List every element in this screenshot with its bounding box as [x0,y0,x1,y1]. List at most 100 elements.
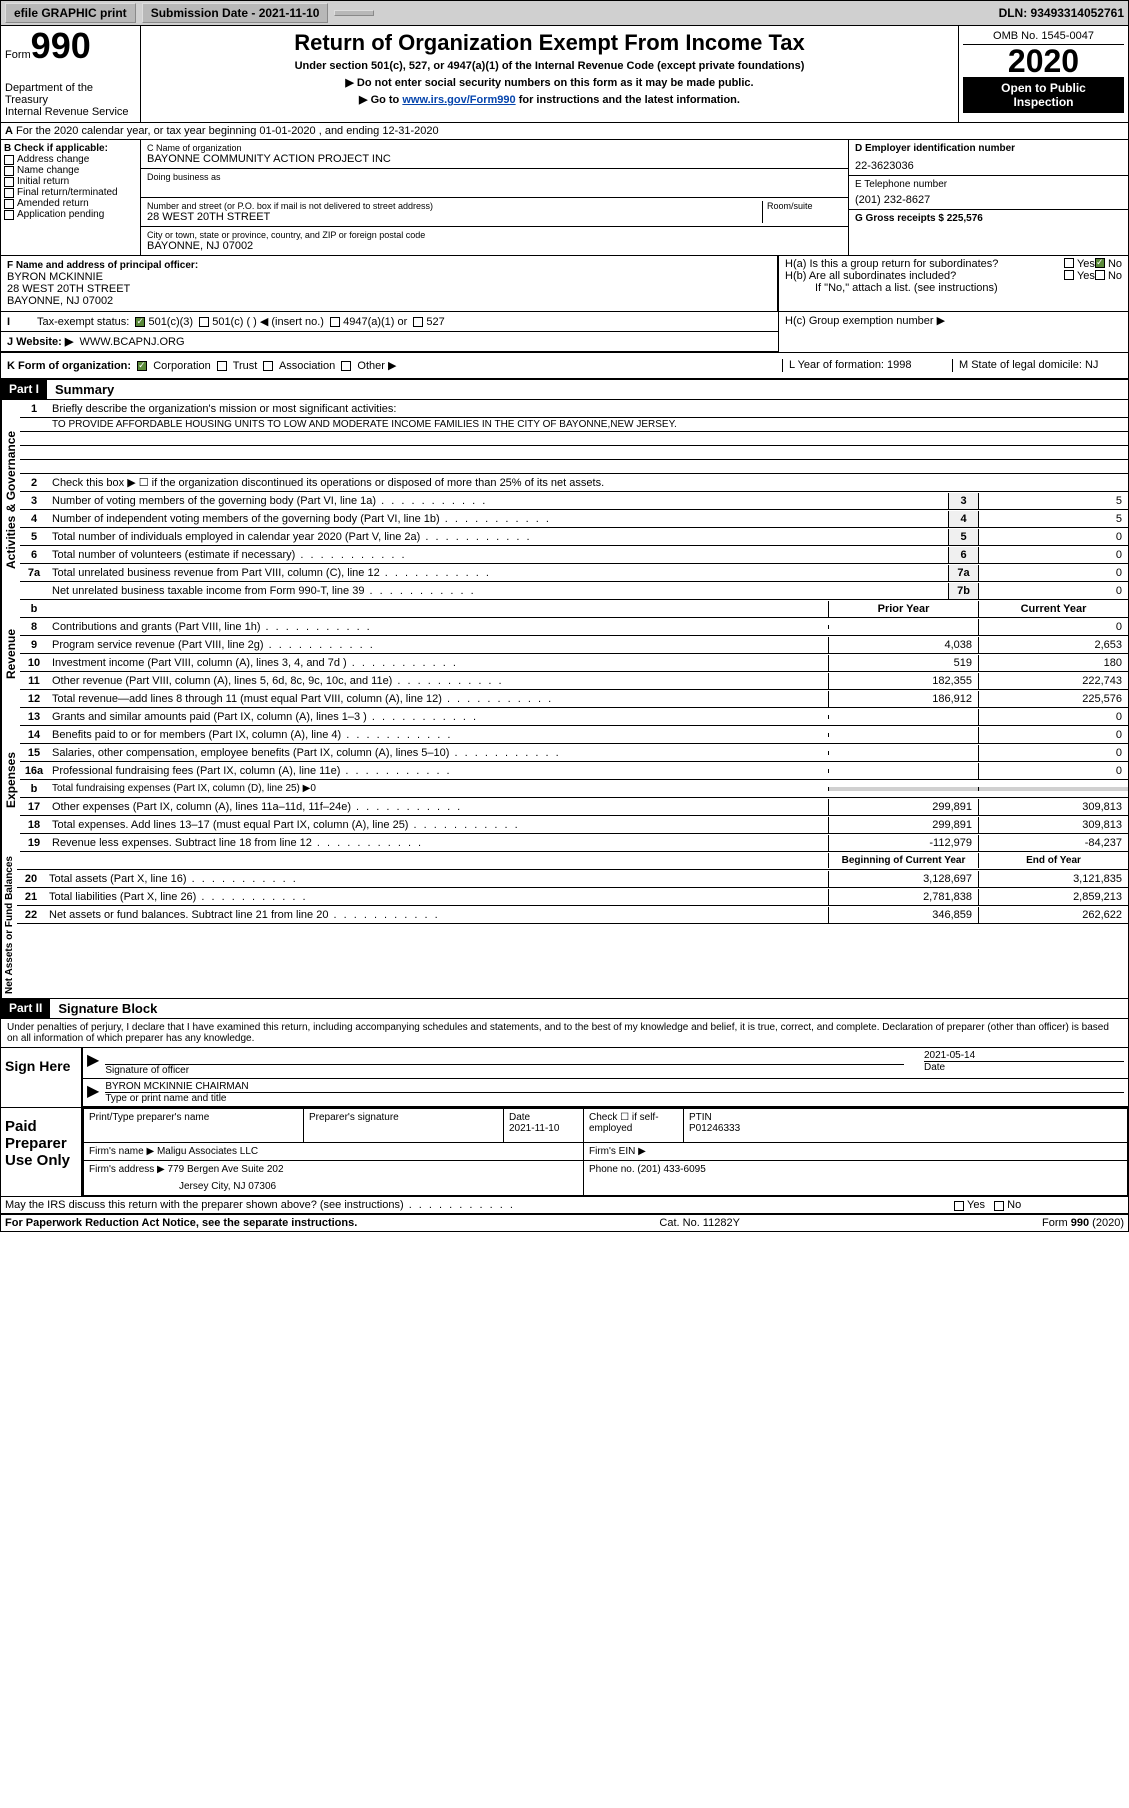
table-row: Net unrelated business taxable income fr… [20,582,1128,600]
table-row: 6Total number of volunteers (estimate if… [20,546,1128,564]
chk-amended[interactable] [4,199,14,209]
hb-note: If "No," attach a list. (see instruction… [785,282,1122,294]
opt-527: 527 [426,316,444,328]
public-inspection: Open to Public Inspection [963,77,1124,113]
table-row: 11Other revenue (Part VIII, column (A), … [20,672,1128,690]
table-row: 12Total revenue—add lines 8 through 11 (… [20,690,1128,708]
blank-button[interactable] [334,10,374,16]
dept-label: Department of the Treasury [5,82,136,106]
table-row: 4Number of independent voting members of… [20,510,1128,528]
opt-501c: 501(c) ( ) ◀ (insert no.) [212,315,324,328]
org-name-label: C Name of organization [147,143,842,153]
sig-date: 2021-05-14 [924,1050,1124,1061]
chk-hb-yes[interactable] [1064,270,1074,280]
revenue-section: Revenue b Prior Year Current Year 8Contr… [1,600,1128,708]
header-right: OMB No. 1545-0047 2020 Open to Public In… [958,26,1128,122]
table-row: 16aProfessional fundraising fees (Part I… [20,762,1128,780]
form-word: Form [5,49,31,61]
officer-city: BAYONNE, NJ 07002 [7,295,771,307]
opt-amended: Amended return [17,198,89,209]
form-subtitle: Under section 501(c), 527, or 4947(a)(1)… [149,60,950,72]
prep-date-cell: Date2021-11-10 [504,1109,584,1143]
chk-other[interactable] [341,361,351,371]
paid-preparer-section: Paid Preparer Use Only Print/Type prepar… [1,1107,1128,1196]
form-header: Form990 Department of the Treasury Inter… [1,26,1128,123]
chk-final[interactable] [4,188,14,198]
h-section: H(a) Is this a group return for subordin… [778,256,1128,311]
opt-assoc: Association [279,360,335,372]
chk-corp[interactable] [137,361,147,371]
paid-preparer-label: Paid Preparer Use Only [1,1108,81,1196]
col-current: Current Year [978,601,1128,617]
ha-label: H(a) Is this a group return for subordin… [785,258,1064,270]
firm-name: Maligu Associates LLC [157,1146,258,1157]
part1-header-row: Part I Summary [1,380,1128,400]
discuss-row: May the IRS discuss this return with the… [1,1196,1128,1214]
form-container: efile GRAPHIC print Submission Date - 20… [0,0,1129,1232]
tax-status-row: I Tax-exempt status: 501(c)(3) 501(c) ( … [1,312,778,332]
line-k: K Form of organization: Corporation Trus… [1,353,1128,380]
penalty-text: Under penalties of perjury, I declare th… [1,1019,1128,1048]
chk-4947[interactable] [330,317,340,327]
table-row: 3Number of voting members of the governi… [20,492,1128,510]
tax-year: 2020 [963,45,1124,77]
chk-ha-yes[interactable] [1064,258,1074,268]
box-de: D Employer identification number 22-3623… [848,140,1128,255]
efile-print-button[interactable]: efile GRAPHIC print [5,3,136,23]
opt-name: Name change [17,165,79,176]
k-label: K Form of organization: [7,360,131,372]
firm-addr-label: Firm's address ▶ [89,1164,165,1175]
sig-officer-line: Signature of officer [105,1064,904,1076]
form990-link[interactable]: www.irs.gov/Form990 [402,94,515,106]
m-state: M State of legal domicile: NJ [952,359,1122,372]
firm-ein-cell: Firm's EIN ▶ [584,1143,1128,1161]
chk-ha-no[interactable] [1095,258,1105,268]
instruction-1: ▶ Do not enter social security numbers o… [149,76,950,89]
form-ref: Form 990 (2020) [1042,1217,1124,1229]
form-title: Return of Organization Exempt From Incom… [149,30,950,56]
chk-address[interactable] [4,155,14,165]
submission-date-button[interactable]: Submission Date - 2021-11-10 [142,3,329,23]
chk-discuss-yes[interactable] [954,1201,964,1211]
box-c: C Name of organization BAYONNE COMMUNITY… [141,140,848,255]
firm-name-label: Firm's name ▶ [89,1146,154,1157]
paperwork-notice: For Paperwork Reduction Act Notice, see … [5,1217,357,1229]
hc-section: H(c) Group exemption number ▶ [778,312,1128,352]
org-name: BAYONNE COMMUNITY ACTION PROJECT INC [147,153,842,165]
chk-501c[interactable] [199,317,209,327]
officer-name-title: BYRON MCKINNIE CHAIRMAN [105,1081,1124,1092]
officer-label: F Name and address of principal officer: [7,260,771,271]
chk-hb-no[interactable] [1095,270,1105,280]
firm-addr2: Jersey City, NJ 07306 [89,1181,578,1192]
chk-trust[interactable] [217,361,227,371]
chk-initial[interactable] [4,177,14,187]
city: BAYONNE, NJ 07002 [147,240,842,252]
vlabel-net: Net Assets or Fund Balances [1,852,17,998]
opt-corp: Corporation [153,360,210,372]
chk-527[interactable] [413,317,423,327]
firm-addr-cell: Firm's address ▶ 779 Bergen Ave Suite 20… [84,1161,584,1196]
sign-here-label: Sign Here [1,1048,81,1107]
status-website-row: I Tax-exempt status: 501(c)(3) 501(c) ( … [1,312,1128,353]
col-end: End of Year [978,853,1128,868]
chk-501c3[interactable] [135,317,145,327]
table-row: 15Salaries, other compensation, employee… [20,744,1128,762]
ein-value: 22-3623036 [855,160,1122,172]
chk-name[interactable] [4,166,14,176]
chk-discuss-no[interactable] [994,1201,1004,1211]
phone-label: E Telephone number [855,179,1122,190]
public-line1: Open to Public [965,81,1122,95]
self-employed-cell: Check ☐ if self-employed [584,1109,684,1143]
part1-title: Summary [47,380,122,399]
hc-label: H(c) Group exemption number ▶ [785,314,1122,327]
table-row: 17Other expenses (Part IX, column (A), l… [20,798,1128,816]
table-row: 8Contributions and grants (Part VIII, li… [20,618,1128,636]
opt-pending: Application pending [17,209,104,220]
table-row: 18Total expenses. Add lines 13–17 (must … [20,816,1128,834]
officer-name: BYRON MCKINNIE [7,271,771,283]
chk-pending[interactable] [4,210,14,220]
col-prior: Prior Year [828,601,978,617]
chk-assoc[interactable] [263,361,273,371]
line-a: A For the 2020 calendar year, or tax yea… [1,123,1128,140]
table-row: bTotal fundraising expenses (Part IX, co… [20,780,1128,798]
